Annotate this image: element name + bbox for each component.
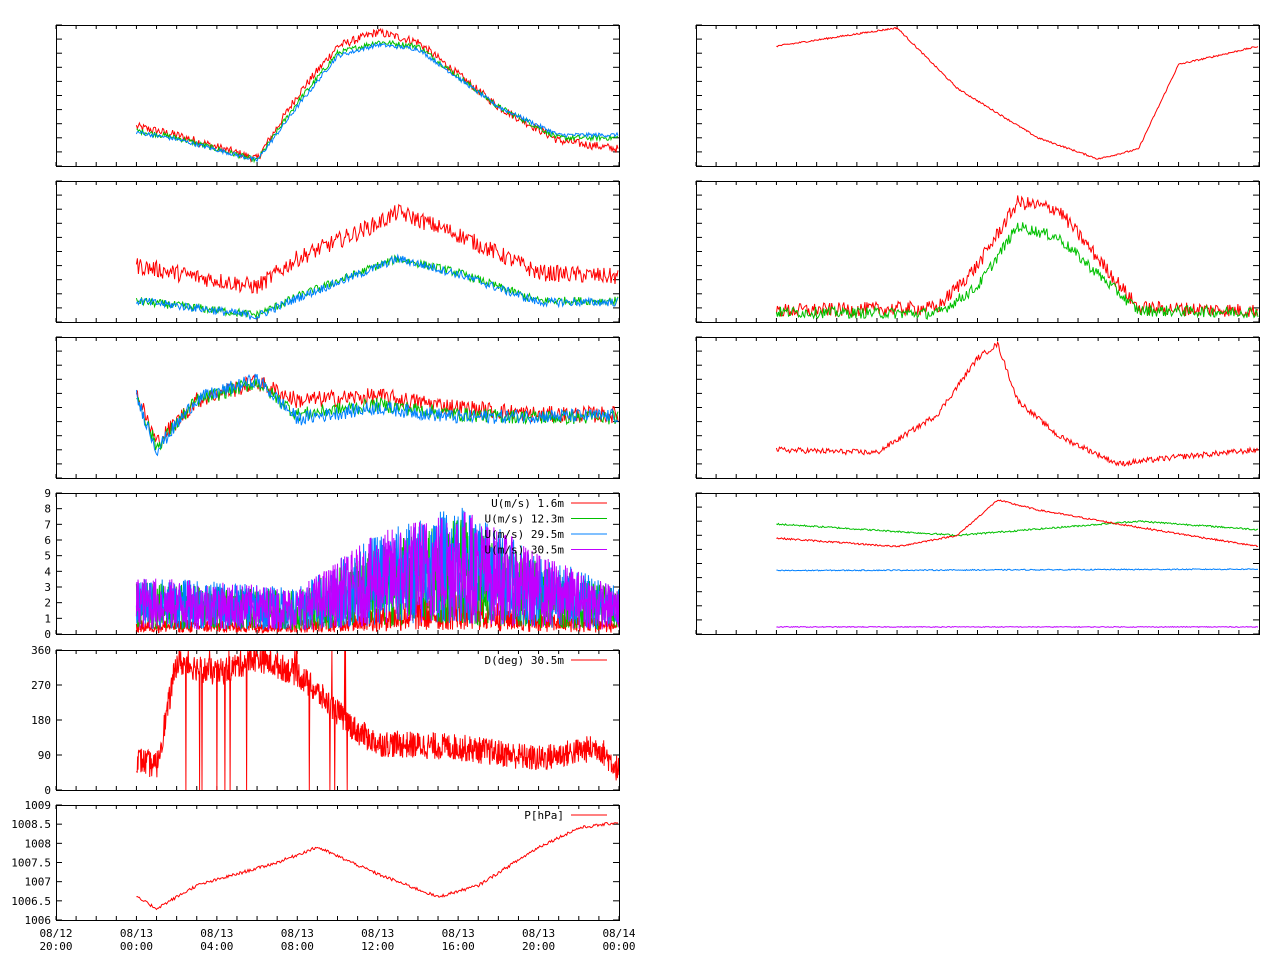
panel-r3 (695, 336, 1260, 479)
series-group (136, 651, 619, 790)
x-tick-label: 08/14 (602, 927, 635, 940)
x-tick-label: 08/13 (200, 927, 233, 940)
y-tick-label: 1008 (25, 837, 52, 850)
legend-label: U(m/s) 12.3m (485, 513, 565, 526)
series-line (135, 203, 619, 294)
series-group (136, 821, 619, 911)
series-line (136, 651, 619, 790)
y-tick-label: 6 (44, 534, 51, 547)
series-group (775, 195, 1259, 320)
y-tick-label: 180 (31, 714, 51, 727)
x-tick-label: 08/13 (361, 927, 394, 940)
y-tick-label: 1007 (25, 876, 52, 889)
x-tick-label: 04:00 (200, 940, 233, 953)
panel-l1 (55, 24, 620, 167)
y-tick-label: 9 (44, 487, 51, 500)
legend-label: U(m/s) 30.5m (485, 544, 565, 557)
panel-l4: 0 1 2 3 4 5 6 7 8 9 U(m/s) 1.6m U(m/s) 12.3m U(m/s) … (44, 487, 620, 641)
series-group (135, 27, 619, 164)
x-tick-label: 08/13 (120, 927, 153, 940)
x-tick-label: 20:00 (522, 940, 555, 953)
x-tick-label: 12:00 (361, 940, 394, 953)
y-tick-label: 90 (38, 749, 51, 762)
y-tick-label: 270 (31, 679, 51, 692)
y-tick-label: 5 (44, 550, 51, 563)
y-tick-label: 2 (44, 597, 51, 610)
panel-r4 (695, 492, 1260, 635)
series-group (776, 26, 1259, 160)
series-group (135, 203, 619, 320)
series-line (135, 41, 619, 163)
series-group (135, 373, 619, 457)
y-tick-label: 360 (31, 644, 51, 657)
series-line (775, 222, 1259, 320)
plot-frame (56, 805, 620, 921)
x-tick-label: 00:00 (602, 940, 635, 953)
x-tick-label: 08/13 (522, 927, 555, 940)
legend-label: U(m/s) 29.5m (485, 528, 565, 541)
series-line (135, 373, 619, 457)
x-tick-label: 08:00 (281, 940, 314, 953)
series-line (776, 625, 1259, 629)
y-tick-label: 1006 (25, 914, 52, 927)
plot-frame (696, 493, 1260, 635)
legend-label: P[hPa] (524, 809, 564, 822)
panel-l3 (55, 336, 620, 479)
y-tick-label: 7 (44, 518, 51, 531)
series-group (776, 499, 1259, 629)
x-tick-label: 08/12 (39, 927, 72, 940)
series-line (776, 499, 1259, 548)
x-tick-label: 20:00 (39, 940, 72, 953)
series-line (135, 254, 619, 320)
series-line (776, 520, 1258, 537)
x-tick-label: 08/13 (281, 927, 314, 940)
series-line (136, 378, 619, 451)
series-line (136, 821, 619, 911)
plot-frame (696, 25, 1260, 167)
y-tick-label: 4 (44, 565, 51, 578)
panel-l5: 0 90 180 270 360 D(deg) 30.5m (31, 644, 620, 797)
series-line (776, 26, 1259, 160)
series-line (775, 340, 1259, 467)
panel-l2 (55, 180, 620, 323)
y-tick-label: 1008.5 (11, 818, 51, 831)
series-line (775, 195, 1259, 318)
panel-r2 (695, 180, 1260, 323)
plot-frame (696, 181, 1260, 323)
panel-r1 (695, 24, 1260, 167)
series-group (135, 507, 619, 634)
series-group (775, 340, 1259, 467)
x-tick-label: 00:00 (120, 940, 153, 953)
series-line (776, 568, 1259, 572)
y-tick-label: 3 (44, 581, 51, 594)
series-line (135, 253, 619, 320)
panel-l6: 1006 1006.5 1007 1007.5 1008 1008.5 1009 P[hPa]… (11, 799, 636, 953)
y-tick-label: 0 (44, 628, 51, 641)
x-tick-label: 16:00 (442, 940, 475, 953)
series-line (135, 27, 619, 163)
y-tick-label: 1 (44, 612, 51, 625)
legend-label: U(m/s) 1.6m (491, 497, 564, 510)
legend-label: D(deg) 30.5m (485, 654, 565, 667)
x-tick-label: 08/13 (442, 927, 475, 940)
y-tick-label: 8 (44, 503, 51, 516)
series-line (135, 511, 619, 631)
y-tick-label: 0 (44, 784, 51, 797)
y-tick-label: 1009 (25, 799, 52, 812)
y-tick-label: 1007.5 (11, 857, 51, 870)
y-tick-label: 1006.5 (11, 895, 51, 908)
